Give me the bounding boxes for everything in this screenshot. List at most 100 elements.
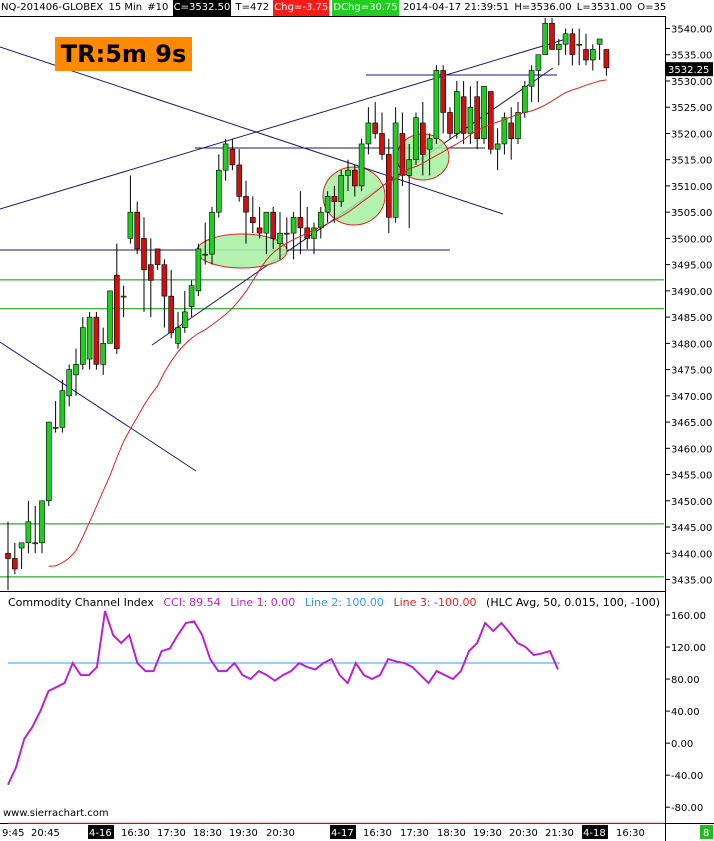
candle[interactable] [80, 317, 86, 370]
candle[interactable] [304, 206, 311, 249]
candle[interactable] [148, 238, 154, 318]
candle[interactable] [127, 175, 134, 244]
candle[interactable] [39, 500, 45, 554]
candle[interactable] [45, 421, 52, 507]
candle[interactable] [494, 128, 501, 171]
candle[interactable] [188, 280, 195, 318]
candle[interactable] [229, 138, 236, 171]
candle[interactable] [385, 138, 392, 234]
candle[interactable] [270, 206, 277, 249]
candle[interactable] [515, 101, 521, 144]
candle[interactable] [392, 107, 399, 223]
candle[interactable] [351, 164, 358, 197]
candle[interactable] [453, 80, 460, 139]
candle[interactable] [589, 44, 596, 71]
candle[interactable] [569, 28, 576, 66]
candle[interactable] [182, 290, 188, 333]
time-tick-label: 4-16 [89, 828, 112, 839]
candle[interactable] [25, 500, 32, 554]
candle[interactable] [290, 212, 297, 260]
price-axis: 3540.00 3535.00 3530.00 3525.00 3520.00 3515.… [666, 24, 712, 587]
candle[interactable] [331, 185, 338, 223]
candle[interactable] [59, 380, 66, 433]
candle[interactable] [379, 112, 385, 160]
candle-body [229, 148, 236, 166]
candle-body [603, 49, 610, 69]
candle[interactable] [222, 138, 229, 181]
candle[interactable] [297, 191, 304, 255]
candle[interactable] [365, 107, 372, 155]
candle[interactable] [603, 49, 610, 76]
candle-body [317, 211, 324, 229]
trendline-descending-short[interactable] [0, 341, 197, 472]
candle[interactable] [209, 206, 215, 265]
candle[interactable] [596, 38, 603, 60]
candle[interactable] [107, 290, 113, 344]
candle[interactable] [562, 28, 569, 55]
candle[interactable] [168, 269, 174, 339]
price-tick-label: 3485.00 [671, 313, 712, 324]
candle[interactable] [195, 243, 202, 297]
candle[interactable] [5, 521, 11, 590]
candle[interactable] [549, 18, 555, 50]
candle[interactable] [447, 107, 453, 139]
candle[interactable] [52, 401, 59, 433]
candle[interactable] [93, 311, 100, 370]
candle[interactable] [134, 201, 140, 255]
candle[interactable] [154, 248, 161, 270]
candle[interactable] [583, 33, 589, 66]
time-tick-label: 18:30 [193, 828, 222, 839]
candle[interactable] [535, 54, 542, 102]
candle[interactable] [528, 65, 535, 102]
last-price-label: 3532.25 [668, 65, 709, 76]
candle[interactable] [481, 85, 487, 144]
candle[interactable] [243, 180, 249, 244]
candle[interactable] [250, 196, 256, 234]
candle[interactable] [216, 154, 222, 218]
candle[interactable] [324, 191, 331, 223]
candle[interactable] [263, 211, 270, 255]
candle[interactable] [508, 107, 515, 160]
candle[interactable] [202, 222, 208, 265]
time-tick-label: 16:30 [616, 828, 645, 839]
candle[interactable] [345, 159, 351, 192]
candle[interactable] [487, 91, 494, 155]
candle[interactable] [100, 327, 106, 375]
candle[interactable] [413, 112, 419, 165]
chart-header: NQ-201406-GLOBEX 15 Min #10 C=3532.50 T=… [0, 0, 666, 16]
candle[interactable] [141, 217, 147, 312]
candles[interactable] [5, 18, 610, 590]
price-tick-label: 3525.00 [671, 103, 712, 114]
trendline-upper-channel[interactable] [0, 38, 567, 210]
candle[interactable] [460, 80, 467, 144]
candle[interactable] [86, 311, 93, 370]
candle[interactable] [311, 222, 317, 255]
candle[interactable] [73, 348, 79, 396]
candle[interactable] [161, 259, 168, 328]
time-tick-label: 19:30 [473, 828, 502, 839]
candle[interactable] [338, 170, 345, 207]
candle[interactable] [66, 364, 72, 407]
candle[interactable] [317, 206, 324, 239]
candle[interactable] [277, 212, 283, 260]
candle[interactable] [542, 18, 549, 56]
candle[interactable] [175, 311, 181, 349]
candle[interactable] [12, 542, 18, 575]
trendline-descending-long[interactable] [0, 46, 504, 215]
candle[interactable] [256, 206, 263, 239]
candle[interactable] [236, 149, 242, 202]
candle[interactable] [358, 138, 365, 192]
candle-body [107, 290, 113, 344]
candle[interactable] [576, 28, 583, 66]
candle[interactable] [32, 506, 39, 554]
candle[interactable] [440, 65, 447, 134]
candle[interactable] [18, 542, 25, 570]
candle[interactable] [474, 80, 481, 150]
candle[interactable] [372, 101, 379, 139]
candle[interactable] [433, 65, 440, 144]
candle[interactable] [120, 285, 127, 318]
candle[interactable] [114, 243, 120, 354]
candle[interactable] [426, 133, 433, 176]
candle[interactable] [555, 38, 562, 66]
